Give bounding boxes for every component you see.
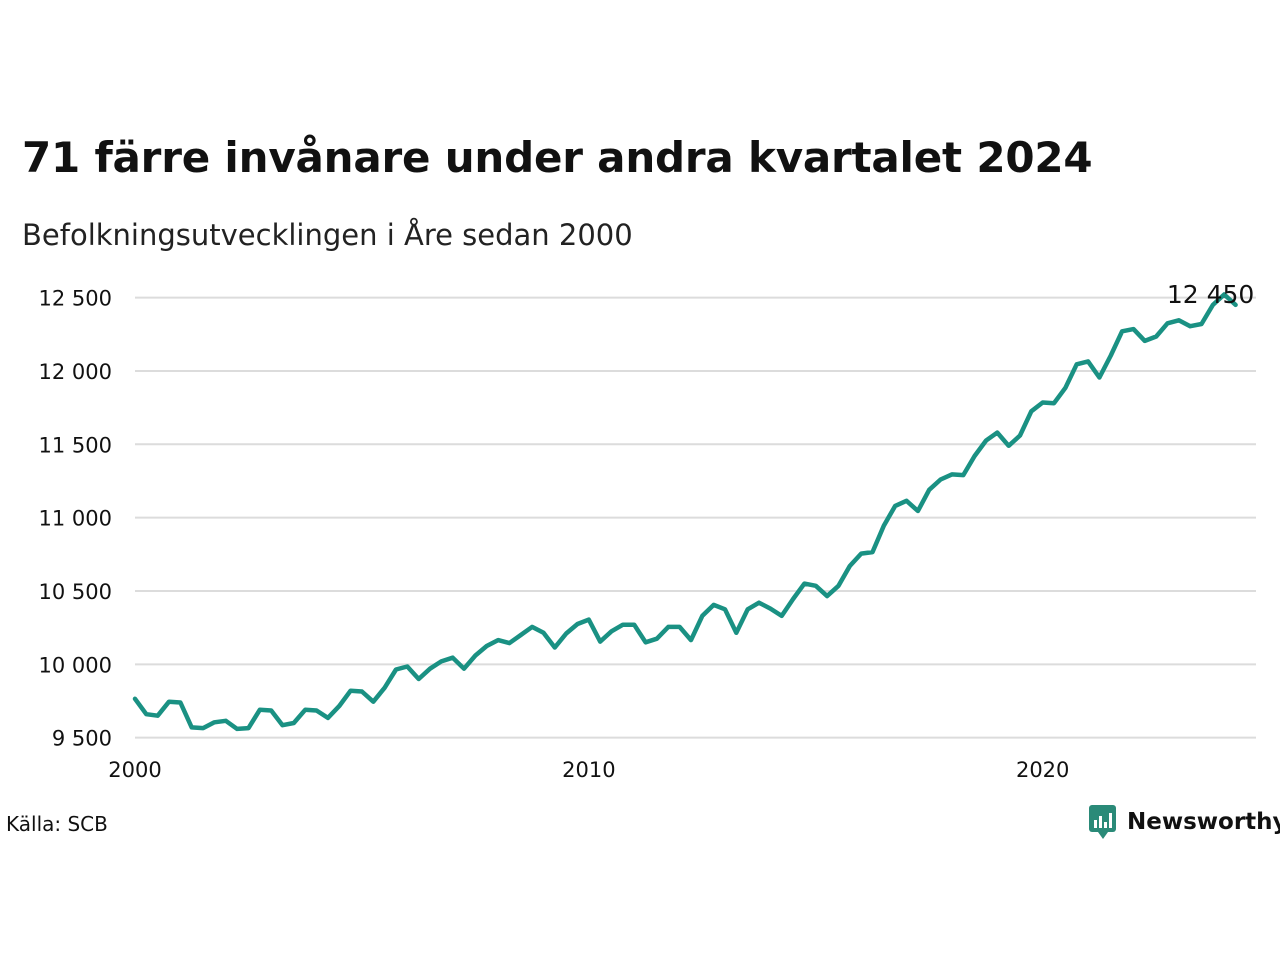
x-tick-label: 2000	[108, 758, 161, 782]
newsworthy-logo-text: Newsworthy	[1127, 809, 1280, 835]
series-line	[132, 292, 1238, 732]
x-tick-label: 2010	[562, 758, 615, 782]
gridlines	[135, 296, 1256, 739]
y-tick-label: 12 000	[39, 360, 112, 384]
y-tick-label: 11 500	[39, 433, 112, 457]
y-tick-label: 11 000	[39, 507, 112, 531]
x-tick-label: 2020	[1016, 758, 1069, 782]
y-tick-label: 12 500	[39, 287, 112, 311]
y-axis-labels: 9 500 10 000 10 500 11 000 11 500 12 000 12 50…	[39, 287, 112, 751]
chart-title: 71 färre invånare under andra kvartalet …	[22, 133, 1093, 182]
chart-subtitle: Befolkningsutvecklingen i Åre sedan 2000	[22, 218, 633, 252]
y-tick-label: 9 500	[52, 727, 112, 751]
line-chart: 9 500 10 000 10 500 11 000 11 500 12 000 12 50…	[39, 280, 1256, 782]
newsworthy-logo: Newsworthy	[1088, 804, 1280, 840]
x-axis-labels: 2000 2010 2020	[108, 758, 1069, 782]
y-tick-label: 10 500	[39, 580, 112, 604]
source-note: Källa: SCB	[6, 812, 108, 836]
newsworthy-logo-icon	[1089, 805, 1116, 839]
y-tick-label: 10 000	[39, 653, 112, 677]
last-value-label: 12 450	[1167, 280, 1254, 309]
